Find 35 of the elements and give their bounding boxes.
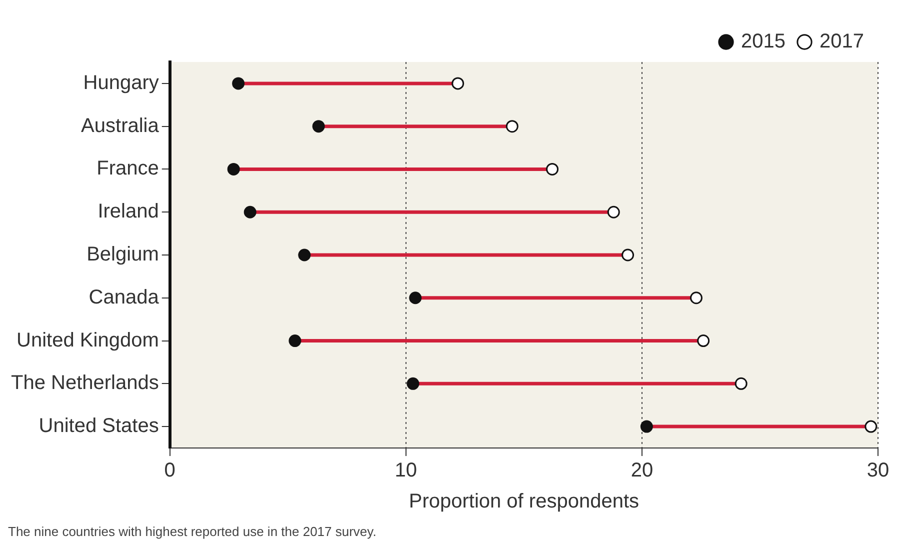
y-tick-label: Australia — [81, 114, 160, 137]
y-tick-label: Ireland — [98, 200, 159, 223]
x-tick-label: 10 — [394, 460, 418, 482]
point — [227, 162, 240, 176]
point — [506, 120, 518, 133]
point — [452, 77, 464, 90]
point — [622, 248, 634, 262]
point — [288, 334, 302, 348]
point — [406, 377, 420, 390]
y-tick-label: Hungary — [83, 72, 159, 94]
x-tick-label: 0 — [164, 460, 176, 482]
x-tick-label: 20 — [630, 460, 654, 482]
point — [697, 334, 710, 348]
point — [312, 120, 325, 133]
point — [690, 292, 702, 304]
y-tick-label: Canada — [88, 286, 160, 308]
point — [864, 420, 878, 433]
point — [409, 292, 422, 304]
legend-label: 2015 — [741, 30, 786, 53]
y-tick-label: Belgium — [86, 244, 159, 266]
x-axis-title: Proportion of respondents — [408, 490, 640, 513]
text: The nine countries with highest reported use in the 2017 survey. — [8, 524, 378, 539]
point — [734, 377, 748, 390]
y-tick-label: France — [96, 158, 159, 180]
point — [607, 206, 620, 218]
point — [640, 420, 653, 433]
legend-label: 2017 — [820, 30, 864, 53]
point — [232, 77, 245, 90]
point — [298, 248, 311, 262]
x-tick-label: 30 — [866, 460, 890, 482]
point — [244, 206, 256, 218]
y-tick-label: The Netherlands — [10, 372, 159, 394]
y-tick-label: United Kingdom — [16, 329, 159, 352]
point — [546, 162, 559, 176]
y-tick-label: United States — [38, 415, 159, 438]
